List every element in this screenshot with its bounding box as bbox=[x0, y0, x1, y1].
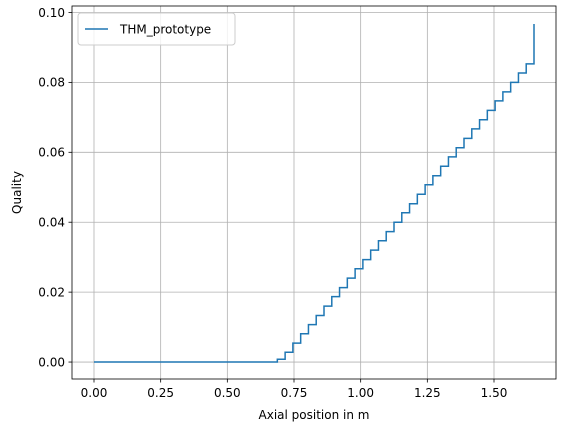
y-axis-ticks: 0.00 0.02 0.04 0.06 0.08 0.10 bbox=[38, 6, 72, 369]
y-tick-label: 0.04 bbox=[38, 216, 65, 230]
legend: THM_prototype bbox=[77, 12, 236, 46]
plot-frame bbox=[71, 5, 557, 380]
x-axis-label: Axial position in m bbox=[259, 408, 370, 422]
x-axis-ticks: 0.00 0.25 0.50 0.75 1.00 1.25 1.50 bbox=[81, 379, 508, 400]
y-tick-label: 0.02 bbox=[38, 285, 65, 299]
series-layer bbox=[94, 24, 535, 363]
legend-label: THM_prototype bbox=[119, 23, 211, 37]
y-tick-label: 0.10 bbox=[38, 6, 65, 20]
x-tick-label: 1.50 bbox=[481, 386, 508, 400]
x-tick-label: 1.25 bbox=[414, 386, 441, 400]
series-line-THM_prototype bbox=[94, 24, 535, 363]
plot-area bbox=[72, 6, 556, 379]
x-tick-label: 0.75 bbox=[281, 386, 308, 400]
x-tick-label: 1.00 bbox=[347, 386, 374, 400]
y-tick-label: 0.06 bbox=[38, 146, 65, 160]
y-axis-label: Quality bbox=[10, 171, 24, 214]
x-tick-label: 0.25 bbox=[147, 386, 174, 400]
y-tick-label: 0.08 bbox=[38, 76, 65, 90]
x-tick-label: 0.50 bbox=[214, 386, 241, 400]
legend-box bbox=[77, 12, 236, 46]
y-tick-label: 0.00 bbox=[38, 355, 65, 369]
x-tick-label: 0.00 bbox=[81, 386, 108, 400]
